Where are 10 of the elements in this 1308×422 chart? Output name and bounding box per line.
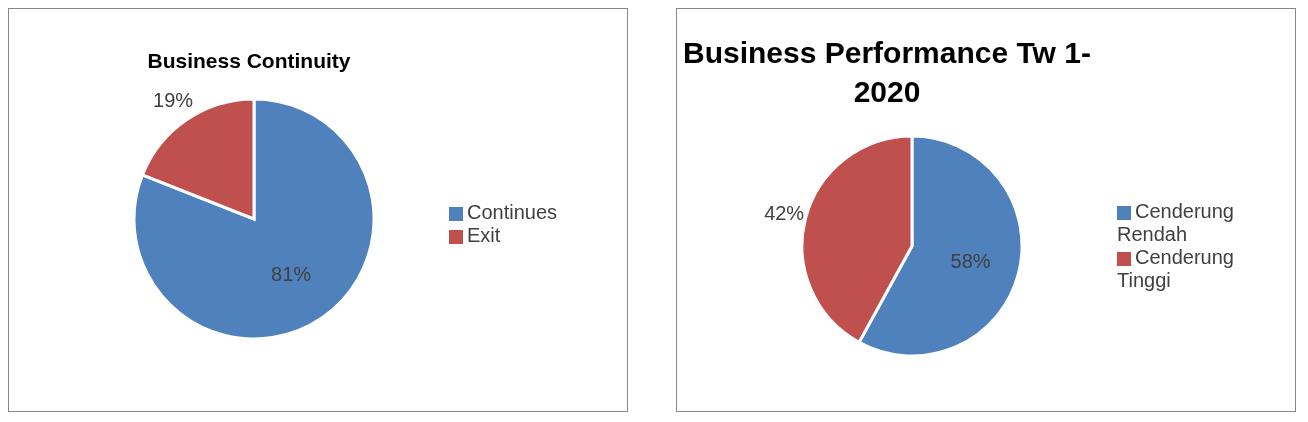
data-label: 81% xyxy=(271,262,312,285)
legend-label: Cenderung Tinggi xyxy=(1117,246,1234,291)
chart-title: Business Continuity xyxy=(146,48,352,74)
chart-title: Business Performance Tw 1-2020 xyxy=(682,35,1092,110)
data-label: 19% xyxy=(153,89,194,112)
data-label: 42% xyxy=(764,202,805,225)
legend-label: Continues xyxy=(467,201,558,224)
legend-label: Cenderung Rendah xyxy=(1117,200,1234,245)
legend-label: Exit xyxy=(467,224,501,247)
data-label: 58% xyxy=(950,250,991,273)
